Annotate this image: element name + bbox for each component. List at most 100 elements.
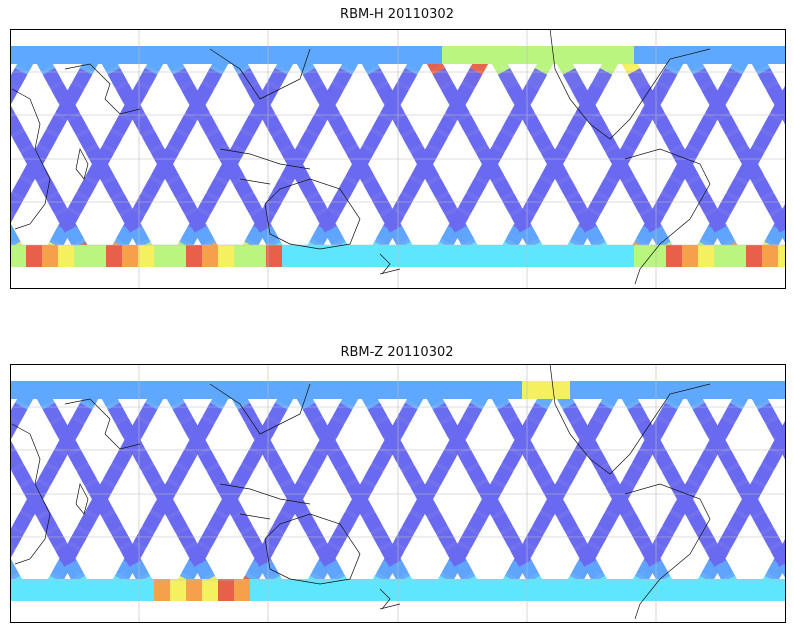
- polar-band-cell: [634, 245, 651, 267]
- polar-band-cell: [682, 245, 699, 267]
- coastline: [11, 88, 51, 230]
- polar-band-cell: [682, 579, 699, 601]
- polar-band-cell: [298, 245, 315, 267]
- gridlines: [10, 364, 786, 623]
- swath-segment: [770, 210, 786, 245]
- polar-band-cell: [442, 579, 459, 601]
- polar-band-cell: [314, 381, 331, 399]
- coastline: [624, 483, 711, 620]
- polar-band-cell: [122, 46, 139, 64]
- swath-segment: [10, 194, 23, 225]
- map-frame: [10, 364, 786, 623]
- polar-band-cell: [10, 46, 27, 64]
- panel-rbm-h: RBM-H 20110302: [0, 0, 794, 300]
- polar-band-cell: [682, 46, 699, 64]
- polar-band-cell: [538, 245, 555, 267]
- polar-band-cell: [538, 579, 555, 601]
- polar-band-cell: [522, 245, 539, 267]
- polar-band-cell: [90, 46, 107, 64]
- polar-band-cell: [362, 245, 379, 267]
- polar-band-cell: [170, 46, 187, 64]
- polar-band-cell: [58, 46, 75, 64]
- polar-band-cell: [730, 46, 747, 64]
- polar-band-cell: [538, 46, 555, 64]
- polar-band-cell: [122, 245, 139, 267]
- polar-band-cell: [506, 46, 523, 64]
- polar-band-cell: [426, 245, 443, 267]
- polar-band-cell: [170, 381, 187, 399]
- polar-band-cell: [474, 381, 491, 399]
- polar-band-cell: [554, 381, 571, 399]
- coastline: [379, 603, 401, 610]
- coastline: [209, 48, 311, 100]
- polar-band-cell: [762, 245, 779, 267]
- polar-band-cell: [266, 46, 283, 64]
- polar-band-cell: [538, 381, 555, 399]
- polar-band-cell: [298, 381, 315, 399]
- coastlines: [11, 29, 711, 285]
- polar-band-cell: [490, 46, 507, 64]
- polar-band-cell: [570, 381, 587, 399]
- polar-band-cell: [714, 381, 731, 399]
- polar-band-cell: [634, 46, 651, 64]
- polar-band-cell: [74, 46, 91, 64]
- polar-band-cell: [666, 46, 683, 64]
- polar-band-cell: [362, 579, 379, 601]
- polar-band-cell: [634, 381, 651, 399]
- polar-band-cell: [10, 579, 27, 601]
- polar-band-cell: [730, 579, 747, 601]
- polar-band-cell: [298, 579, 315, 601]
- polar-band-cell: [410, 245, 427, 267]
- polar-band-cell: [570, 245, 587, 267]
- polar-band-cell: [682, 381, 699, 399]
- polar-band-cell: [778, 245, 786, 267]
- coastline: [379, 268, 401, 275]
- polar-band-cell: [154, 579, 171, 601]
- polar-band-cell: [522, 381, 539, 399]
- coastline: [64, 398, 141, 450]
- polar-band-cell: [58, 381, 75, 399]
- polar-band-cell: [90, 381, 107, 399]
- polar-band-cell: [10, 381, 27, 399]
- coastline: [75, 147, 89, 180]
- polar-band-cell: [458, 245, 475, 267]
- coastline: [379, 253, 391, 275]
- polar-band-cell: [106, 46, 123, 64]
- polar-band-cell: [10, 245, 27, 267]
- polar-band-cell: [122, 579, 139, 601]
- polar-band-cell: [74, 381, 91, 399]
- polar-band-cell: [42, 579, 59, 601]
- polar-band-cell: [458, 579, 475, 601]
- polar-band-cell: [426, 579, 443, 601]
- polar-band-cell: [138, 579, 155, 601]
- polar-band-cell: [618, 245, 635, 267]
- polar-band-cell: [330, 381, 347, 399]
- polar-band-cell: [362, 381, 379, 399]
- swath-segment: [10, 528, 24, 560]
- polar-band-cell: [586, 245, 603, 267]
- polar-band-cell: [746, 46, 763, 64]
- polar-band-cell: [554, 245, 571, 267]
- polar-band-cell: [698, 381, 715, 399]
- polar-band-cell: [346, 579, 363, 601]
- polar-band-cell: [266, 579, 283, 601]
- polar-band-cell: [250, 579, 267, 601]
- polar-band-cell: [426, 381, 443, 399]
- polar-band-cell: [282, 579, 299, 601]
- polar-band-cell: [378, 381, 395, 399]
- coastline: [379, 588, 391, 610]
- polar-band-cell: [122, 381, 139, 399]
- polar-band-cell: [378, 46, 395, 64]
- polar-band-cell: [250, 381, 267, 399]
- polar-band-cell: [186, 245, 203, 267]
- polar-band-cell: [698, 245, 715, 267]
- coastline: [11, 423, 51, 565]
- map-plot: [10, 364, 786, 623]
- polar-band-cell: [490, 579, 507, 601]
- polar-band-cell: [442, 381, 459, 399]
- polar-band-cell: [74, 579, 91, 601]
- polar-band-cell: [154, 46, 171, 64]
- polar-band-cell: [410, 46, 427, 64]
- polar-band-cell: [730, 245, 747, 267]
- polar-band-cell: [106, 579, 123, 601]
